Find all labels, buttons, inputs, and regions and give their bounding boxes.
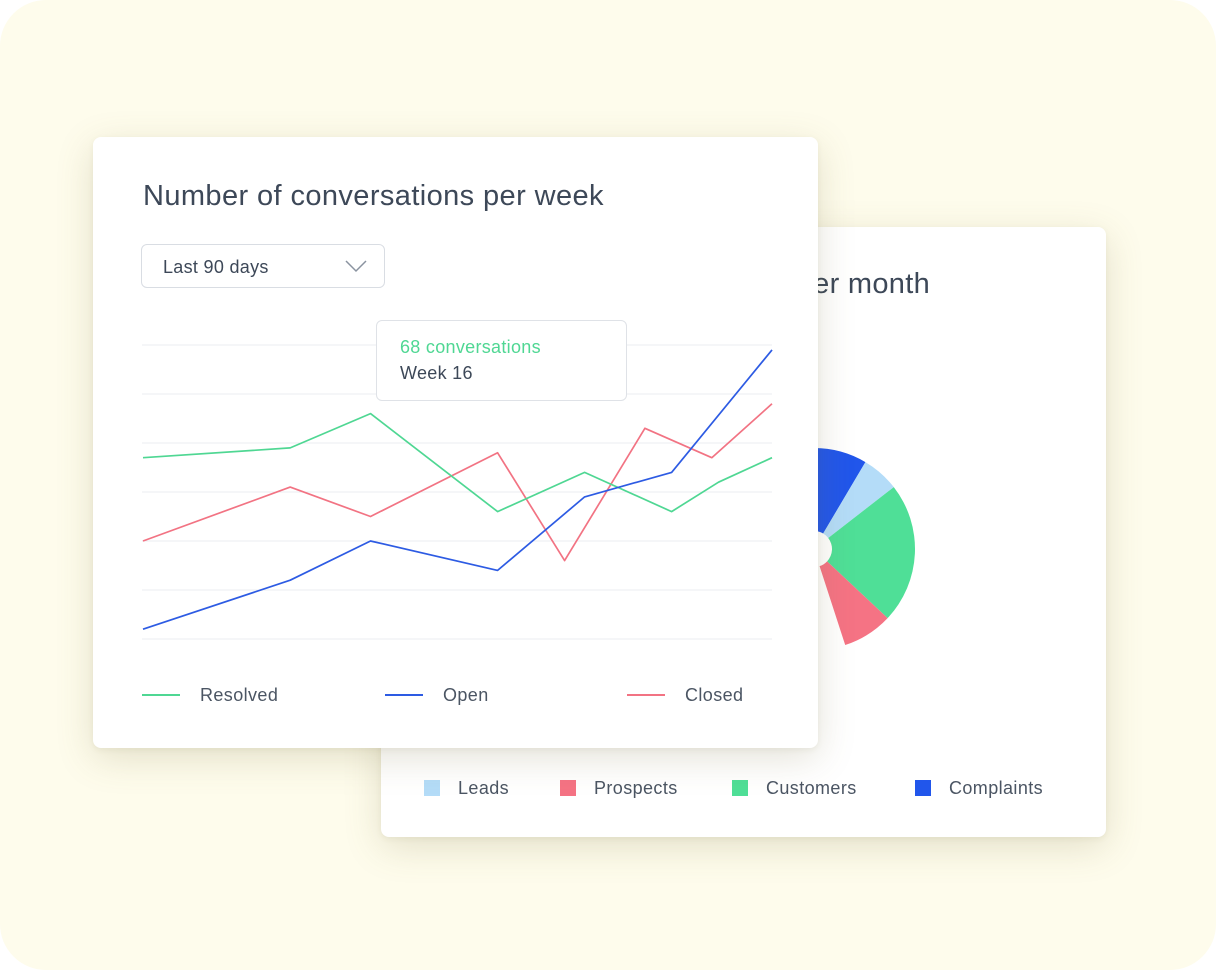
tooltip-value: 68 conversations — [400, 337, 541, 357]
donut-slice-prospects — [819, 561, 888, 646]
legend-line-open — [385, 694, 423, 696]
date-range-dropdown[interactable]: Last 90 days — [141, 244, 385, 288]
legend-item-leads: Leads — [424, 776, 509, 800]
legend-swatch-customers — [732, 780, 748, 796]
donut-chart — [814, 448, 915, 646]
legend-label-leads: Leads — [458, 777, 510, 798]
legend-label-closed: Closed — [685, 684, 744, 705]
donut-slice-complaints — [814, 448, 866, 534]
legend-item-closed: Closed — [627, 683, 743, 707]
donut-slice-leads — [823, 462, 894, 538]
legend-label-prospects: Prospects — [594, 777, 678, 798]
legend-label-open: Open — [443, 684, 489, 705]
legend-item-open: Open — [385, 683, 489, 707]
legend-label-customers: Customers — [766, 777, 857, 798]
tooltip-label: Week 16 — [400, 363, 473, 383]
legend-label-complaints: Complaints — [949, 777, 1044, 798]
legend-swatch-prospects — [560, 780, 576, 796]
chart-title: Number of conversations per week — [143, 180, 604, 212]
donut-slice-customers — [827, 487, 915, 619]
pie-card-title: er month — [813, 268, 930, 300]
legend-item-resolved: Resolved — [142, 683, 278, 707]
legend-line-resolved — [142, 694, 180, 696]
series-line-open — [142, 349, 773, 631]
legend-item-complaints: Complaints — [915, 776, 1043, 800]
legend-swatch-leads — [424, 780, 440, 796]
chevron-down-icon — [345, 260, 367, 273]
chart-tooltip: 68 conversations Week 16 — [376, 320, 627, 401]
legend-swatch-complaints — [915, 780, 931, 796]
legend-line-closed — [627, 694, 665, 696]
legend-item-customers: Customers — [732, 776, 857, 800]
series-line-resolved — [142, 412, 773, 513]
date-range-value: Last 90 days — [163, 257, 269, 277]
legend-label-resolved: Resolved — [200, 684, 279, 705]
legend-item-prospects: Prospects — [560, 776, 678, 800]
series-line-closed — [142, 403, 773, 562]
